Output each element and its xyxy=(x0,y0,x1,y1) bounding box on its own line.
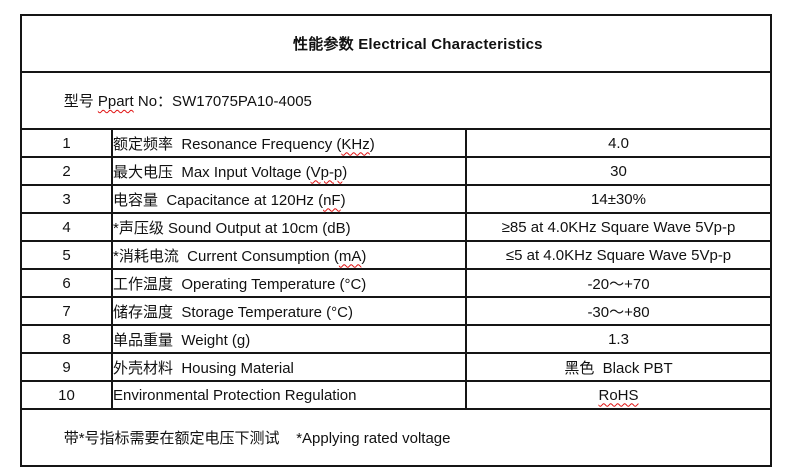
text-segment: 储存温度 Storage Temperature (°C) xyxy=(113,303,353,321)
row-value: 4.0 xyxy=(464,128,773,158)
text-segment: ) xyxy=(369,135,375,153)
text-segment: 4.0 xyxy=(608,134,629,152)
row-value: -20～+70 xyxy=(464,268,773,298)
table-row: 7 储存温度 Storage Temperature (°C) -30～+80 xyxy=(20,296,773,326)
row-number: 2 xyxy=(20,156,113,186)
row-value: -30～+80 xyxy=(464,296,773,326)
text-segment: 14±30% xyxy=(591,190,646,208)
text-segment: 1.3 xyxy=(608,330,629,348)
text-segment: 黑色 Black PBT xyxy=(564,359,673,377)
row-number: 5 xyxy=(20,240,113,270)
title-text: 性能参数 Electrical Characteristics xyxy=(293,36,543,53)
row-parameter-label: Environmental Protection Regulation xyxy=(111,380,467,410)
row-value: 14±30% xyxy=(464,184,773,214)
row-parameter-label: 电容量 Capacitance at 120Hz (nF) xyxy=(111,184,467,214)
text-segment: 最大电压 Max Input Voltage ( xyxy=(113,163,311,181)
row-parameter-label: 工作温度 Operating Temperature (°C) xyxy=(111,268,467,298)
row-number: 7 xyxy=(20,296,113,326)
row-number: 1 xyxy=(20,128,113,158)
part-number-row: 型号 Ppart No：SW17075PA10-4005 xyxy=(19,71,773,130)
table-row: 9 外壳材料 Housing Material 黑色 Black PBT xyxy=(20,352,773,382)
text-segment: -30～+80 xyxy=(587,303,650,321)
row-value: 30 xyxy=(464,156,773,186)
part-number-cell: 型号 Ppart No：SW17075PA10-4005 xyxy=(19,71,773,130)
table-row: 6 工作温度 Operating Temperature (°C) -20～+70 xyxy=(20,268,773,298)
spec-rows: 1 额定频率 Resonance Frequency (KHz) 4.0 2 最大电压 … xyxy=(20,128,773,410)
row-value: RoHS xyxy=(464,380,773,410)
datasheet-page: 性能参数 Electrical Characteristics 型号 Ppart… xyxy=(19,14,773,467)
electrical-characteristics-table: 性能参数 Electrical Characteristics 型号 Ppart… xyxy=(19,14,773,467)
table-row: 4 *声压级 Sound Output at 10cm (dB) ≥85 at 4.… xyxy=(20,212,773,242)
row-value: ≥85 at 4.0KHz Square Wave 5Vp-p xyxy=(464,212,773,242)
page-title: 性能参数 Electrical Characteristics xyxy=(19,14,773,73)
text-segment: Environmental Protection Regulation xyxy=(113,386,357,404)
footnote-cell: 带*号指标需要在额定电压下测试 *Applying rated voltage xyxy=(19,408,773,467)
text-segment: 额定频率 Resonance Frequency ( xyxy=(113,135,342,153)
spellcheck-underlined-text: Vp-p xyxy=(310,163,343,181)
row-parameter-label: 最大电压 Max Input Voltage (Vp-p) xyxy=(111,156,467,186)
text-segment: 工作温度 Operating Temperature (°C) xyxy=(113,275,367,293)
part-number-prefix: 型号 xyxy=(63,93,98,110)
row-number: 6 xyxy=(20,268,113,298)
text-segment: ≤5 at 4.0KHz Square Wave 5Vp-p xyxy=(505,246,732,264)
part-number-misspelled-word: Ppart xyxy=(97,93,134,110)
spellcheck-underlined-text: nF xyxy=(323,191,341,209)
row-number: 9 xyxy=(20,352,113,382)
row-number: 3 xyxy=(20,184,113,214)
spellcheck-underlined-text: mA xyxy=(338,247,362,265)
row-value: 黑色 Black PBT xyxy=(464,352,773,382)
row-parameter-label: *声压级 Sound Output at 10cm (dB) xyxy=(111,212,467,242)
footnote-text: 带*号指标需要在额定电压下测试 *Applying rated voltage xyxy=(63,430,451,447)
row-parameter-label: *消耗电流 Current Consumption (mA) xyxy=(111,240,467,270)
footer-rows: 带*号指标需要在额定电压下测试 *Applying rated voltage xyxy=(19,408,773,467)
text-segment: ) xyxy=(342,163,348,181)
row-number: 10 xyxy=(20,380,113,410)
text-segment: ≥85 at 4.0KHz Square Wave 5Vp-p xyxy=(501,218,736,236)
table-row: 10 Environmental Protection Regulation RoH… xyxy=(20,380,773,410)
table-row: 2 最大电压 Max Input Voltage (Vp-p) 30 xyxy=(20,156,773,186)
row-value: 1.3 xyxy=(464,324,773,354)
table-row: 8 单品重量 Weight (g) 1.3 xyxy=(20,324,773,354)
row-parameter-label: 额定频率 Resonance Frequency (KHz) xyxy=(111,128,467,158)
text-segment: *声压级 Sound Output at 10cm (dB) xyxy=(113,219,351,237)
text-segment: 电容量 Capacitance at 120Hz ( xyxy=(113,191,324,209)
part-number-value: No：SW17075PA10-4005 xyxy=(133,93,312,110)
text-segment: 外壳材料 Housing Material xyxy=(113,359,294,377)
table-row: 3 电容量 Capacitance at 120Hz (nF) 14±30% xyxy=(20,184,773,214)
table-row: 1 额定频率 Resonance Frequency (KHz) 4.0 xyxy=(20,128,773,158)
text-segment: *消耗电流 Current Consumption ( xyxy=(113,247,339,265)
row-number: 4 xyxy=(20,212,113,242)
text-segment: 30 xyxy=(610,162,627,180)
text-segment: ) xyxy=(361,247,367,265)
footnote-row: 带*号指标需要在额定电压下测试 *Applying rated voltage xyxy=(19,408,773,467)
row-value: ≤5 at 4.0KHz Square Wave 5Vp-p xyxy=(464,240,773,270)
text-segment: -20～+70 xyxy=(587,275,650,293)
spellcheck-underlined-text: RoHS xyxy=(598,386,639,404)
row-number: 8 xyxy=(20,324,113,354)
spellcheck-underlined-text: KHz xyxy=(341,135,370,153)
row-parameter-label: 外壳材料 Housing Material xyxy=(111,352,467,382)
table-row: 5 *消耗电流 Current Consumption (mA) ≤5 at 4.0… xyxy=(20,240,773,270)
text-segment: 单品重量 Weight (g) xyxy=(113,331,251,349)
row-parameter-label: 储存温度 Storage Temperature (°C) xyxy=(111,296,467,326)
title-row: 性能参数 Electrical Characteristics xyxy=(19,14,773,73)
text-segment: ) xyxy=(340,191,346,209)
header-rows: 性能参数 Electrical Characteristics 型号 Ppart… xyxy=(19,14,773,130)
row-parameter-label: 单品重量 Weight (g) xyxy=(111,324,467,354)
